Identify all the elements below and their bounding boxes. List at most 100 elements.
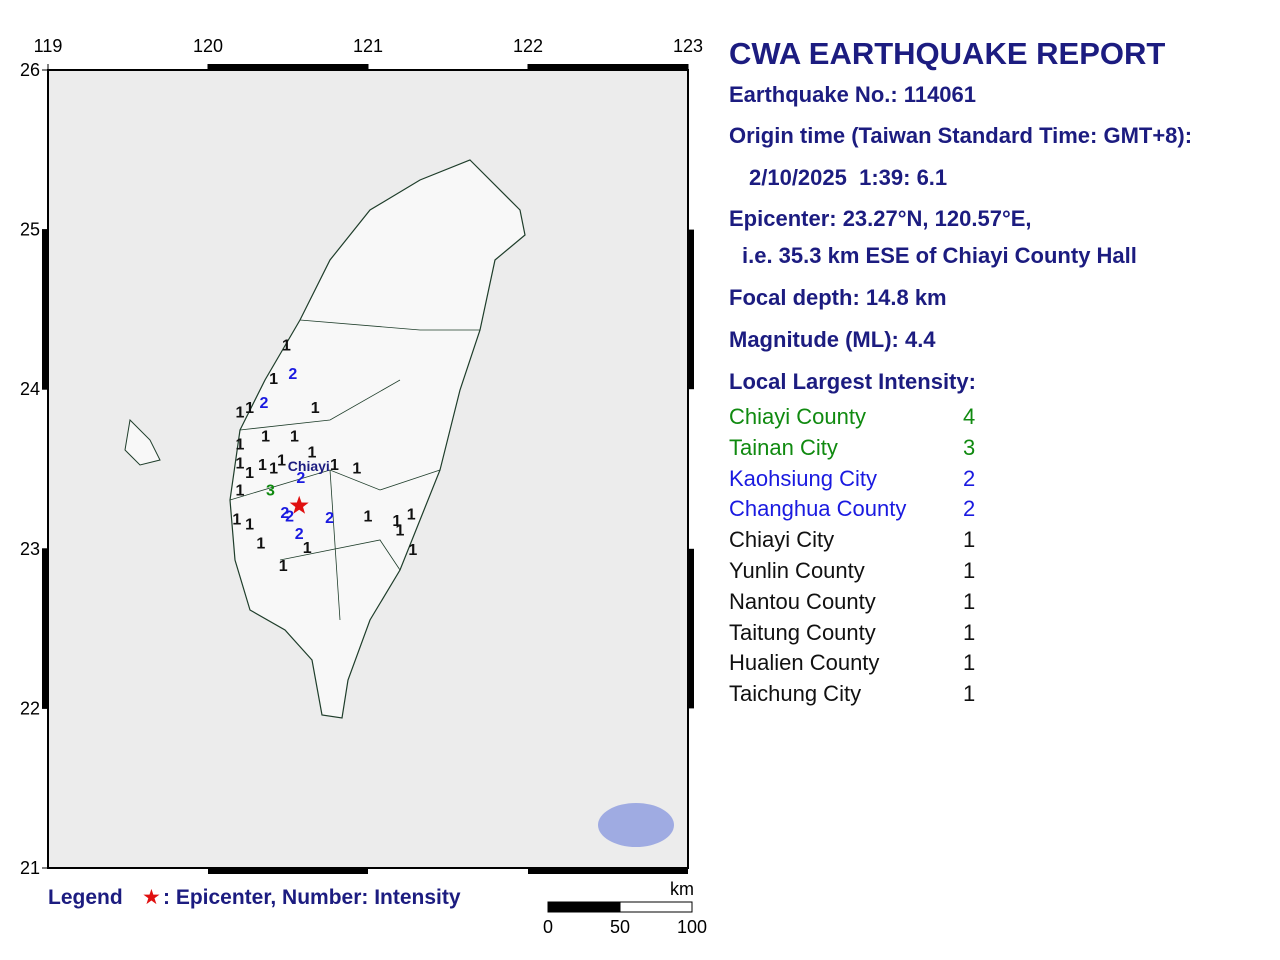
report-line: i.e. 35.3 km ESE of Chiayi County Hall — [742, 243, 1137, 268]
legend-symbol: ★ — [142, 886, 161, 909]
station-intensity: 1 — [330, 457, 339, 474]
station-intensity: 1 — [408, 542, 417, 559]
station-intensity: 1 — [308, 444, 317, 461]
station-intensity: 1 — [236, 483, 245, 500]
station-intensity: 1 — [245, 400, 254, 417]
station-intensity: 1 — [303, 540, 312, 557]
station-intensity: 1 — [352, 460, 361, 477]
intensity-area: Taitung County — [729, 619, 876, 645]
report-line: Origin time (Taiwan Standard Time: GMT+8… — [729, 123, 1193, 148]
frame-bar — [688, 229, 694, 390]
station-intensity: 1 — [364, 508, 373, 525]
report-line: Epicenter: 23.27°N, 120.57°E, — [729, 206, 1032, 231]
cwa-logo — [598, 803, 674, 847]
station-intensity: 1 — [392, 513, 401, 530]
station-intensity: 1 — [311, 400, 320, 417]
lon-tick-label: 119 — [34, 36, 63, 56]
report-line: Focal depth: 14.8 km — [729, 285, 947, 310]
station-intensity: 1 — [236, 436, 245, 453]
station-intensity: 1 — [245, 516, 254, 533]
intensity-area: Kaohsiung City — [729, 465, 877, 491]
report-line: 2/10/2025 1:39: 6.1 — [749, 165, 948, 190]
station-intensity: 2 — [280, 505, 289, 522]
intensity-value: 1 — [963, 588, 976, 614]
county-borders — [229, 319, 480, 621]
lon-tick-label: 122 — [513, 36, 543, 56]
frame-bar — [42, 548, 48, 709]
station-intensity: 1 — [396, 523, 405, 540]
station-intensity: 1 — [407, 507, 416, 524]
place-label: Chiayi — [288, 458, 330, 474]
lon-tick-label: 123 — [673, 36, 703, 56]
report-title: CWA EARTHQUAKE REPORT — [729, 36, 1166, 71]
station-intensity: 1 — [256, 535, 265, 552]
report-line: Earthquake No.: 114061 — [729, 82, 977, 107]
station-intensity: 2 — [288, 366, 297, 383]
station-intensity: 1 — [277, 452, 286, 469]
station-intensity: 1 — [269, 371, 278, 388]
frame-bar — [528, 64, 688, 70]
station-intensity: 2 — [325, 510, 334, 527]
frame-bar — [42, 229, 48, 390]
lat-tick-label: 23 — [20, 539, 40, 559]
intensity-area: Tainan City — [729, 434, 838, 460]
scale-segment — [619, 901, 693, 913]
scale-label: 0 — [543, 917, 553, 937]
scale-label: 50 — [610, 917, 630, 937]
penghu — [124, 418, 161, 466]
lat-tick-label: 21 — [20, 858, 40, 878]
legend-title: Legend — [48, 886, 123, 909]
lon-tick-label: 121 — [353, 36, 383, 56]
station-intensity: 1 — [261, 428, 270, 445]
intensity-area: Hualien County — [729, 650, 880, 676]
station-intensity: 2 — [260, 395, 269, 412]
intensity-value: 1 — [963, 558, 976, 583]
intensity-value: 2 — [963, 496, 976, 522]
station-intensity: 1 — [282, 338, 291, 355]
intensity-value: 1 — [963, 527, 976, 553]
frame-bars — [42, 64, 694, 874]
frame-bar — [528, 868, 688, 874]
station-intensity: 1 — [279, 558, 288, 575]
report-line: Magnitude (ML): 4.4 — [729, 327, 936, 352]
lat-tick-label: 25 — [20, 220, 40, 240]
intensity-value: 1 — [963, 619, 976, 645]
station-intensity: 3 — [266, 483, 275, 500]
scale-label: 100 — [677, 917, 707, 937]
intensity-area: Taichung City — [729, 681, 862, 707]
intensity-area: Chiayi City — [729, 527, 835, 553]
intensity-value: 4 — [963, 404, 976, 429]
station-intensity: 1 — [236, 405, 245, 422]
station-intensity: 1 — [236, 456, 245, 473]
intensity-area: Yunlin County — [729, 558, 865, 583]
station-intensity: 1 — [232, 511, 241, 528]
frame-bar — [688, 548, 694, 709]
scale-segment — [547, 901, 621, 913]
intensity-area: Nantou County — [729, 588, 876, 614]
intensity-value: 3 — [963, 434, 976, 460]
station-intensity: 2 — [295, 526, 304, 543]
station-intensity: 2 — [296, 470, 305, 487]
frame-bar — [208, 64, 368, 70]
lat-tick-label: 22 — [20, 698, 40, 718]
epicenter-star — [289, 495, 309, 514]
lat-tick-label: 24 — [20, 379, 40, 399]
lon-tick-label: 120 — [193, 36, 223, 56]
station-intensity: 1 — [245, 465, 254, 482]
frame-bar — [208, 868, 368, 874]
scale-unit: km — [670, 879, 694, 899]
station-intensity: 1 — [290, 428, 299, 445]
intensity-area: Changhua County — [729, 496, 907, 522]
intensity-area: Chiayi County — [729, 404, 866, 429]
lat-tick-label: 26 — [20, 60, 40, 80]
report-line: Local Largest Intensity: — [729, 369, 976, 394]
station-intensity: 1 — [269, 460, 278, 477]
station-intensity: 2 — [285, 508, 294, 525]
intensity-value: 1 — [963, 681, 976, 707]
legend-text: : Epicenter, Number: Intensity — [163, 886, 461, 909]
intensity-value: 2 — [963, 465, 976, 491]
intensity-value: 1 — [963, 650, 976, 676]
